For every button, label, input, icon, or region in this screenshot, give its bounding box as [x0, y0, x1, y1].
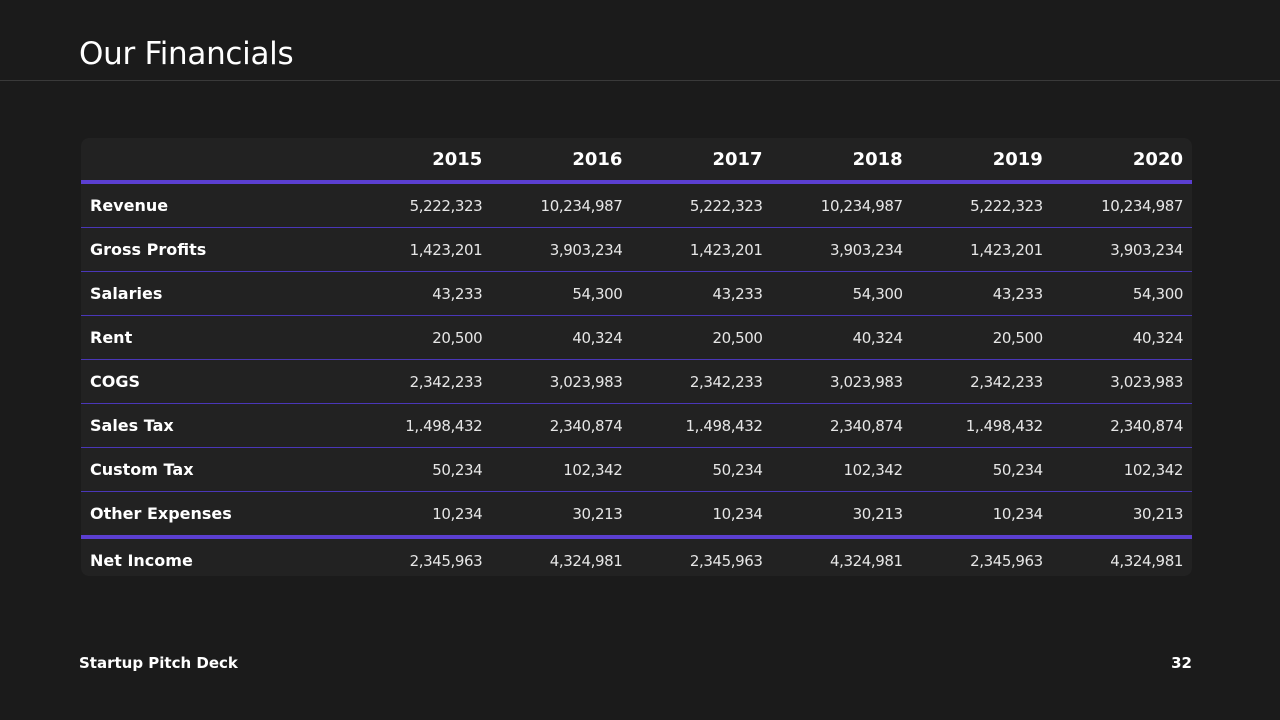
table-cell: 4,324,981: [1110, 551, 1183, 570]
table-cell: 50,234: [911, 447, 1052, 492]
column-header-year: 2015: [351, 138, 492, 184]
page-title: Our Financials: [79, 36, 294, 72]
table-header-row: 2015 2016 2017 2018 2019 2020: [81, 138, 1192, 184]
table-cell: 1,423,201: [911, 227, 1052, 272]
table-cell: 20,500: [351, 315, 492, 360]
table-cell: 5,222,323: [911, 182, 1052, 228]
row-label: Gross Profits: [81, 227, 352, 272]
table-cell: 5,222,323: [351, 182, 492, 228]
table-cell: 43,233: [631, 271, 772, 316]
table-cell: 2,342,233: [911, 359, 1052, 404]
table-cell: 50,234: [351, 447, 492, 492]
table-cell: 10,234,987: [1051, 182, 1192, 228]
table-cell: 2,342,233: [631, 359, 772, 404]
table-cell: 3,023,983: [771, 359, 912, 404]
table-cell: 4,324,981: [829, 551, 903, 570]
table-cell: 30,213: [1051, 491, 1192, 539]
table-row-cogs: COGS 2,342,233 3,023,983 2,342,233 3,023…: [81, 359, 1192, 404]
row-label: Sales Tax: [81, 403, 352, 448]
table-cell: 3,903,234: [1051, 227, 1192, 272]
table-cell: 1,423,201: [351, 227, 492, 272]
table-cell: 1,.498,432: [631, 403, 772, 448]
table-cell: 2,340,874: [491, 403, 632, 448]
table-cell: 40,324: [491, 315, 632, 360]
table-cell: 3,903,234: [771, 227, 912, 272]
page-number: 32: [1171, 654, 1192, 672]
table-cell: 4,324,981: [549, 551, 623, 570]
footer-deck-title: Startup Pitch Deck: [79, 654, 238, 672]
table-row-revenue: Revenue 5,222,323 10,234,987 5,222,323 1…: [81, 182, 1192, 228]
table-cell: 20,500: [631, 315, 772, 360]
table-cell: 102,342: [1051, 447, 1192, 492]
table-row-other-expenses: Other Expenses 10,234 30,213 10,234 30,2…: [81, 491, 1192, 539]
table-row-sales-tax: Sales Tax 1,.498,432 2,340,874 1,.498,43…: [81, 403, 1192, 448]
table-cell: 54,300: [771, 271, 912, 316]
row-label: Other Expenses: [81, 491, 352, 539]
table-cell: 10,234: [351, 491, 492, 539]
table-cell: 54,300: [491, 271, 632, 316]
row-label: COGS: [81, 359, 352, 404]
table-cell: 43,233: [351, 271, 492, 316]
table-row-rent: Rent 20,500 40,324 20,500 40,324 20,500 …: [81, 315, 1192, 360]
table-cell: 54,300: [1051, 271, 1192, 316]
table-cell: 50,234: [631, 447, 772, 492]
row-label: Rent: [81, 315, 352, 360]
table-cell: 10,234,987: [491, 182, 632, 228]
table-cell: 1,423,201: [631, 227, 772, 272]
row-label: Salaries: [81, 271, 352, 316]
table-cell: 3,023,983: [491, 359, 632, 404]
table-cell: 43,233: [911, 271, 1052, 316]
table-row-custom-tax: Custom Tax 50,234 102,342 50,234 102,342…: [81, 447, 1192, 492]
column-header-year: 2020: [1051, 138, 1192, 184]
table-cell: 5,222,323: [631, 182, 772, 228]
table-cell: 1,.498,432: [351, 403, 492, 448]
financials-table: 2015 2016 2017 2018 2019 2020 Revenue 5,…: [81, 138, 1192, 576]
column-header-year: 2018: [771, 138, 912, 184]
table-cell: 30,213: [491, 491, 632, 539]
row-label: Revenue: [81, 182, 352, 228]
table-cell: 40,324: [1051, 315, 1192, 360]
table-cell: 10,234: [631, 491, 772, 539]
table-cell: 2,345,963: [689, 551, 763, 570]
table-cell: 40,324: [771, 315, 912, 360]
table-cell: 20,500: [911, 315, 1052, 360]
table-cell: 2,345,963: [409, 551, 483, 570]
row-label: Custom Tax: [81, 447, 352, 492]
column-header-year: 2019: [911, 138, 1052, 184]
table-row-net-income: Net Income 2,345,963 4,324,981 2,345,963…: [81, 537, 1192, 576]
table-cell: 3,023,983: [1051, 359, 1192, 404]
table-cell: 3,903,234: [491, 227, 632, 272]
table-cell: 2,342,233: [351, 359, 492, 404]
row-label: Net Income: [90, 551, 193, 570]
column-header-year: 2016: [491, 138, 632, 184]
table-cell: 1,.498,432: [911, 403, 1052, 448]
financials-table-container: 2015 2016 2017 2018 2019 2020 Revenue 5,…: [81, 138, 1192, 576]
header-corner-cell: [81, 138, 352, 184]
title-divider: [0, 80, 1280, 81]
table-cell: 10,234,987: [771, 182, 912, 228]
table-cell: 102,342: [771, 447, 912, 492]
table-cell: 2,340,874: [1051, 403, 1192, 448]
table-row-salaries: Salaries 43,233 54,300 43,233 54,300 43,…: [81, 271, 1192, 316]
table-cell: 102,342: [491, 447, 632, 492]
table-cell: 2,345,963: [970, 551, 1043, 570]
table-cell: 10,234: [911, 491, 1052, 539]
column-header-year: 2017: [631, 138, 772, 184]
table-row-gross-profits: Gross Profits 1,423,201 3,903,234 1,423,…: [81, 227, 1192, 272]
table-cell: 2,340,874: [771, 403, 912, 448]
table-cell: 30,213: [771, 491, 912, 539]
